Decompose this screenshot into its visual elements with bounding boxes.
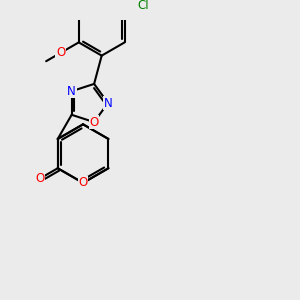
Text: Cl: Cl xyxy=(137,0,148,12)
Text: O: O xyxy=(35,172,44,185)
Text: O: O xyxy=(56,46,65,59)
Text: N: N xyxy=(103,97,112,110)
Text: N: N xyxy=(67,85,76,98)
Text: O: O xyxy=(89,116,99,129)
Text: O: O xyxy=(78,176,88,189)
